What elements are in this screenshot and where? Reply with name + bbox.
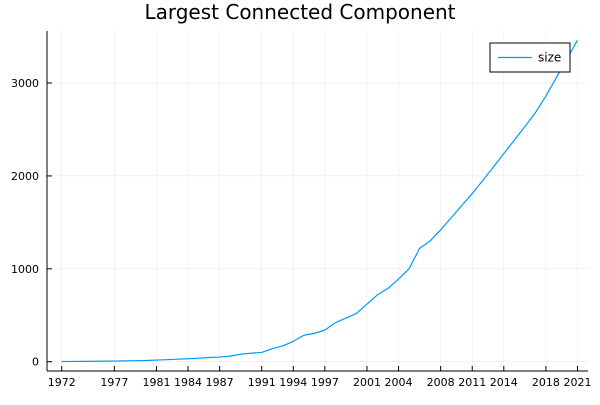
x-tick-label: 1994: [279, 376, 307, 389]
x-tick-label: 2008: [427, 376, 455, 389]
series-line-size: [61, 39, 578, 363]
x-tick-label: 1991: [248, 376, 276, 389]
y-tick-label: 3000: [11, 77, 39, 90]
x-tick-label: 2011: [458, 376, 486, 389]
x-tick-label: 1987: [206, 376, 234, 389]
x-tick-label: 2004: [385, 376, 413, 389]
y-tick-label: 1000: [11, 263, 39, 276]
x-tick-label: 2021: [563, 376, 591, 389]
x-tick-label: 1984: [174, 376, 202, 389]
x-tick-label: 1972: [48, 376, 76, 389]
x-tick-label: 2018: [532, 376, 560, 389]
x-tick-label: 1977: [100, 376, 128, 389]
x-tick-label: 1981: [142, 376, 170, 389]
x-tick-label: 1997: [311, 376, 339, 389]
chart-title: Largest Connected Component: [144, 0, 456, 24]
legend-label: size: [538, 51, 561, 65]
x-tick-label: 2014: [490, 376, 518, 389]
y-tick-label: 0: [32, 356, 39, 369]
x-tick-label: 2001: [353, 376, 381, 389]
y-tick-label: 2000: [11, 170, 39, 183]
